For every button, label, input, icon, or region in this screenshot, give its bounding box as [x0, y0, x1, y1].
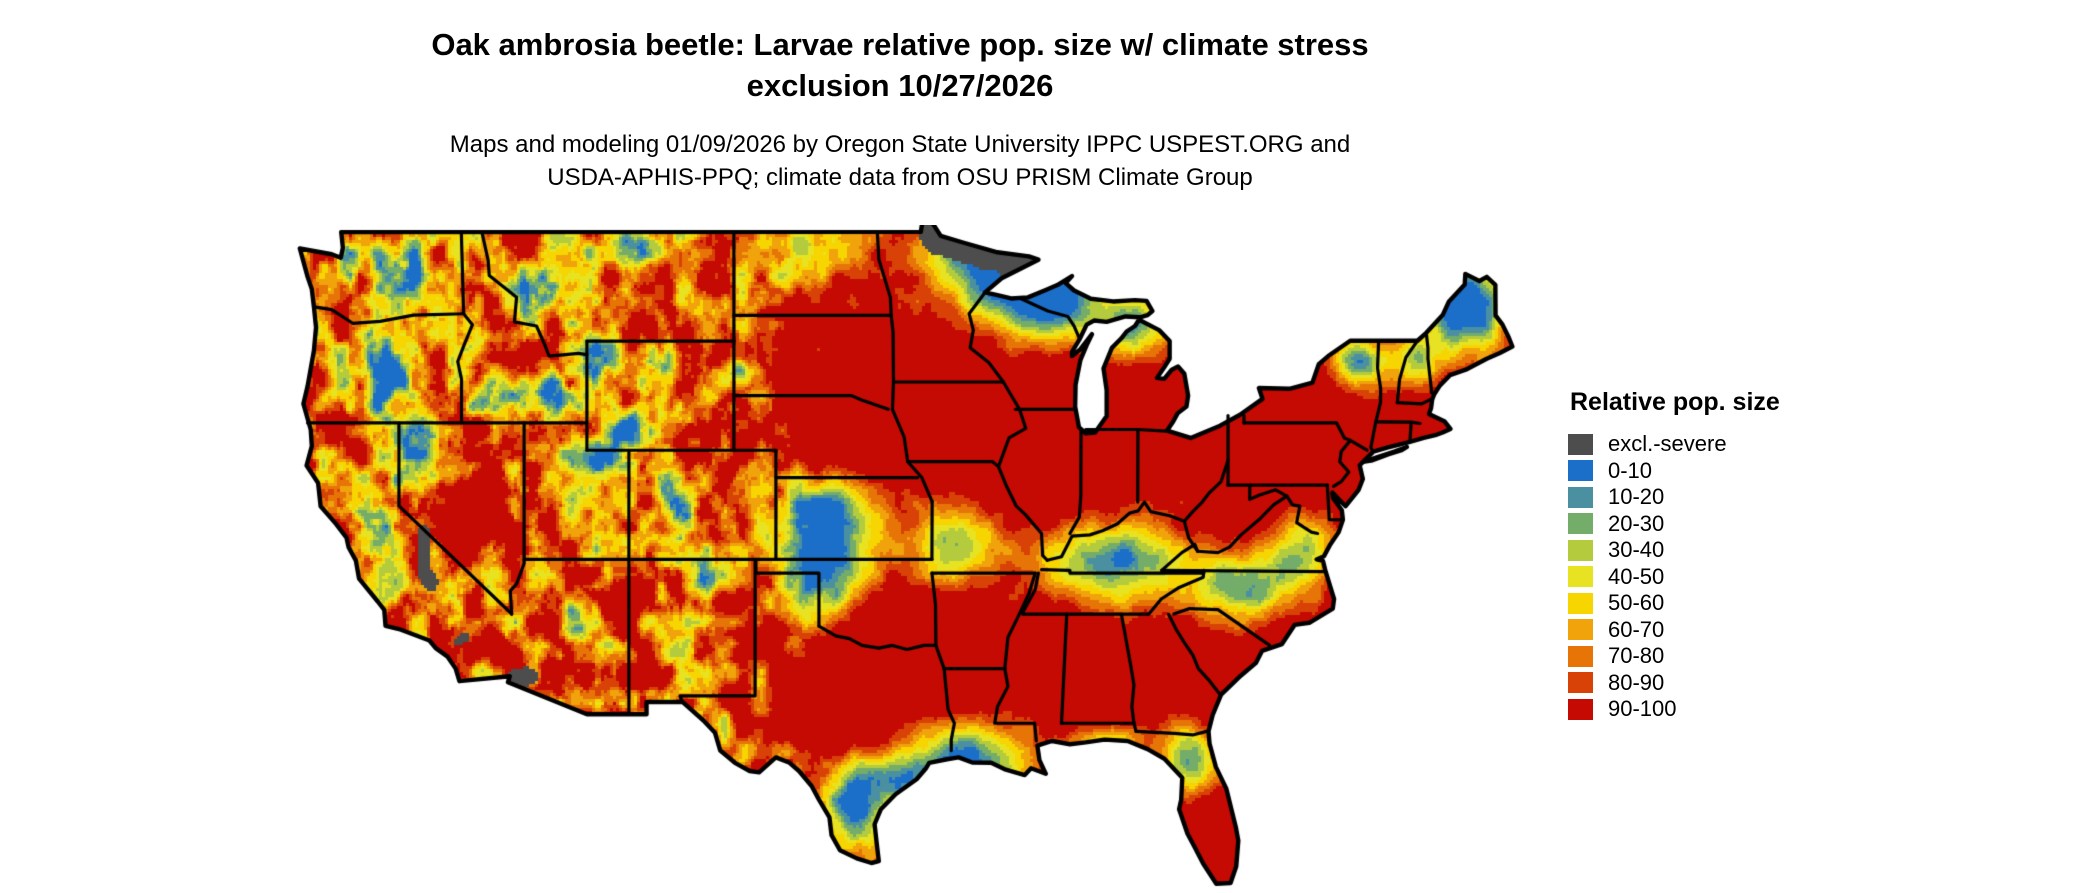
legend-row: 60-70: [1568, 617, 1898, 644]
us-climate-raster-map: [295, 225, 1520, 893]
page-title-line1: Oak ambrosia beetle: Larvae relative pop…: [431, 27, 1369, 62]
legend-swatch-10-20: [1568, 486, 1593, 508]
subtitle-line1: Maps and modeling 01/09/2026 by Oregon S…: [449, 131, 1351, 158]
subtitle-line2: USDA-APHIS-PPQ; climate data from OSU PR…: [547, 164, 1253, 191]
legend-label: 30-40: [1608, 537, 1665, 563]
legend-swatch-60-70: [1568, 619, 1593, 641]
legend-row: 40-50: [1568, 564, 1898, 591]
legend: Relative pop. size excl.-severe 0-10 10-…: [1568, 388, 1898, 723]
legend-swatch-50-60: [1568, 592, 1593, 614]
legend-label: 60-70: [1608, 616, 1665, 642]
legend-row: 0-10: [1568, 458, 1898, 485]
legend-swatch-excl-severe: [1568, 433, 1593, 455]
legend-label: excl.-severe: [1608, 431, 1727, 457]
legend-label: 70-80: [1608, 643, 1665, 669]
legend-label: 10-20: [1608, 484, 1665, 510]
legend-label: 90-100: [1608, 696, 1677, 722]
legend-swatch-30-40: [1568, 539, 1593, 561]
legend-row: 70-80: [1568, 643, 1898, 670]
legend-label: 0-10: [1608, 457, 1653, 483]
header: Oak ambrosia beetle: Larvae relative pop…: [0, 24, 1800, 194]
legend-row: 90-100: [1568, 696, 1898, 723]
legend-row: excl.-severe: [1568, 431, 1898, 458]
legend-row: 80-90: [1568, 670, 1898, 697]
page-title-line2: exclusion 10/27/2026: [746, 68, 1054, 103]
legend-row: 20-30: [1568, 511, 1898, 538]
legend-row: 30-40: [1568, 537, 1898, 564]
legend-label: 50-60: [1608, 590, 1665, 616]
legend-swatch-0-10: [1568, 460, 1593, 482]
legend-label: 80-90: [1608, 669, 1665, 695]
legend-swatch-90-100: [1568, 698, 1593, 720]
legend-label: 20-30: [1608, 510, 1665, 536]
legend-row: 50-60: [1568, 590, 1898, 617]
legend-swatch-20-30: [1568, 513, 1593, 535]
legend-title: Relative pop. size: [1570, 388, 1780, 416]
legend-swatch-70-80: [1568, 645, 1593, 667]
legend-label: 40-50: [1608, 563, 1665, 589]
legend-swatch-80-90: [1568, 672, 1593, 694]
subtitle: Maps and modeling 01/09/2026 by Oregon S…: [0, 128, 1800, 194]
legend-row: 10-20: [1568, 484, 1898, 511]
legend-swatch-40-50: [1568, 566, 1593, 588]
